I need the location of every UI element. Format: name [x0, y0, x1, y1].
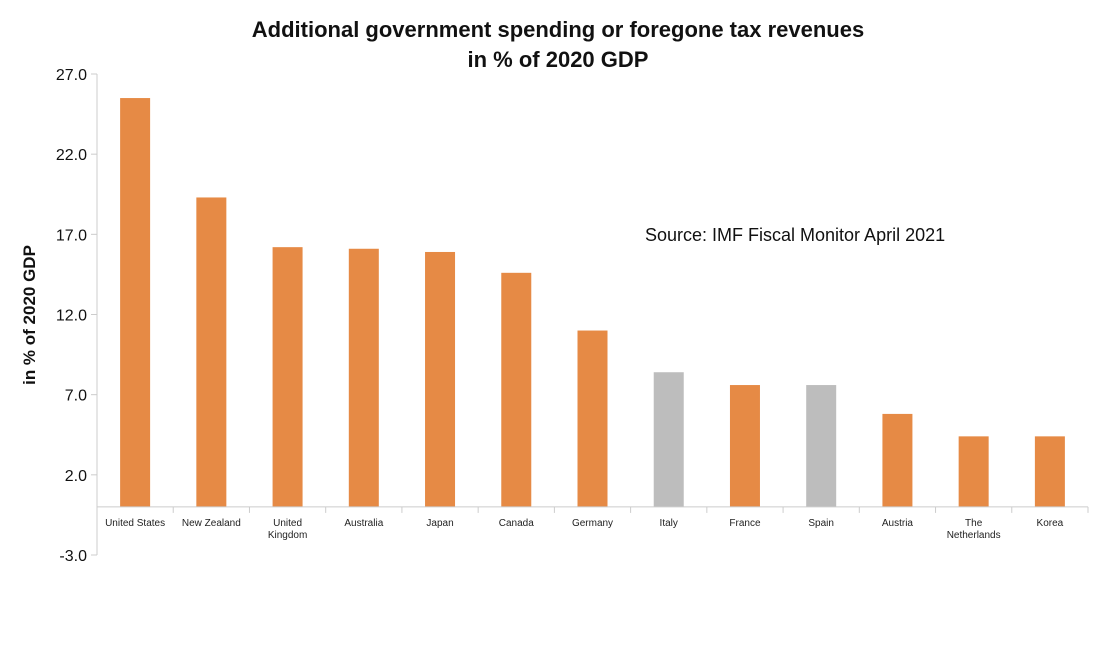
- y-tick-label: 12.0: [56, 308, 87, 325]
- bar: [1034, 436, 1065, 507]
- x-tick-label: Australia: [344, 518, 383, 529]
- x-tick-label: France: [729, 518, 761, 529]
- y-tick-label: 2.0: [65, 468, 87, 485]
- x-tick-label: Netherlands: [947, 530, 1001, 541]
- x-axis: [96, 506, 1089, 513]
- bar: [501, 272, 532, 507]
- bar: [958, 436, 989, 507]
- bar: [806, 385, 837, 507]
- bar: [425, 251, 456, 507]
- x-tick-label: Canada: [499, 518, 534, 529]
- x-tick-label: Germany: [572, 518, 613, 529]
- y-tick-label: -3.0: [59, 548, 87, 565]
- bar: [120, 98, 151, 507]
- x-tick-label: Kingdom: [268, 530, 307, 541]
- x-tick-label: New Zealand: [182, 518, 241, 529]
- y-axis: -3.0 2.0 7.0 12.0 17.0 22.0 27.0: [56, 67, 98, 565]
- x-tick-label: Japan: [426, 518, 453, 529]
- chart-subtitle: in % of 2020 GDP: [468, 47, 649, 72]
- x-tick-label: Italy: [660, 518, 678, 529]
- x-tick-label: United: [273, 518, 302, 529]
- bars: [120, 98, 1065, 507]
- bar: [577, 330, 608, 507]
- bar: [272, 247, 303, 507]
- y-tick-label: 17.0: [56, 227, 87, 244]
- x-tick-label: Austria: [882, 518, 914, 529]
- bar: [653, 372, 684, 507]
- source-annotation: Source: IMF Fiscal Monitor April 2021: [645, 225, 945, 245]
- chart-title: Additional government spending or forego…: [252, 17, 864, 42]
- x-tick-label: Spain: [808, 518, 834, 529]
- y-axis-label: in % of 2020 GDP: [20, 245, 39, 385]
- y-tick-label: 22.0: [56, 147, 87, 164]
- bar: [196, 197, 227, 507]
- bar: [882, 413, 913, 507]
- x-tick-label: The: [965, 518, 983, 529]
- x-tick-label: United States: [105, 518, 165, 529]
- bar: [348, 248, 379, 507]
- bar: [729, 385, 760, 507]
- x-tick-label: Korea: [1037, 518, 1064, 529]
- y-tick-label: 7.0: [65, 388, 87, 405]
- y-tick-label: 27.0: [56, 67, 87, 84]
